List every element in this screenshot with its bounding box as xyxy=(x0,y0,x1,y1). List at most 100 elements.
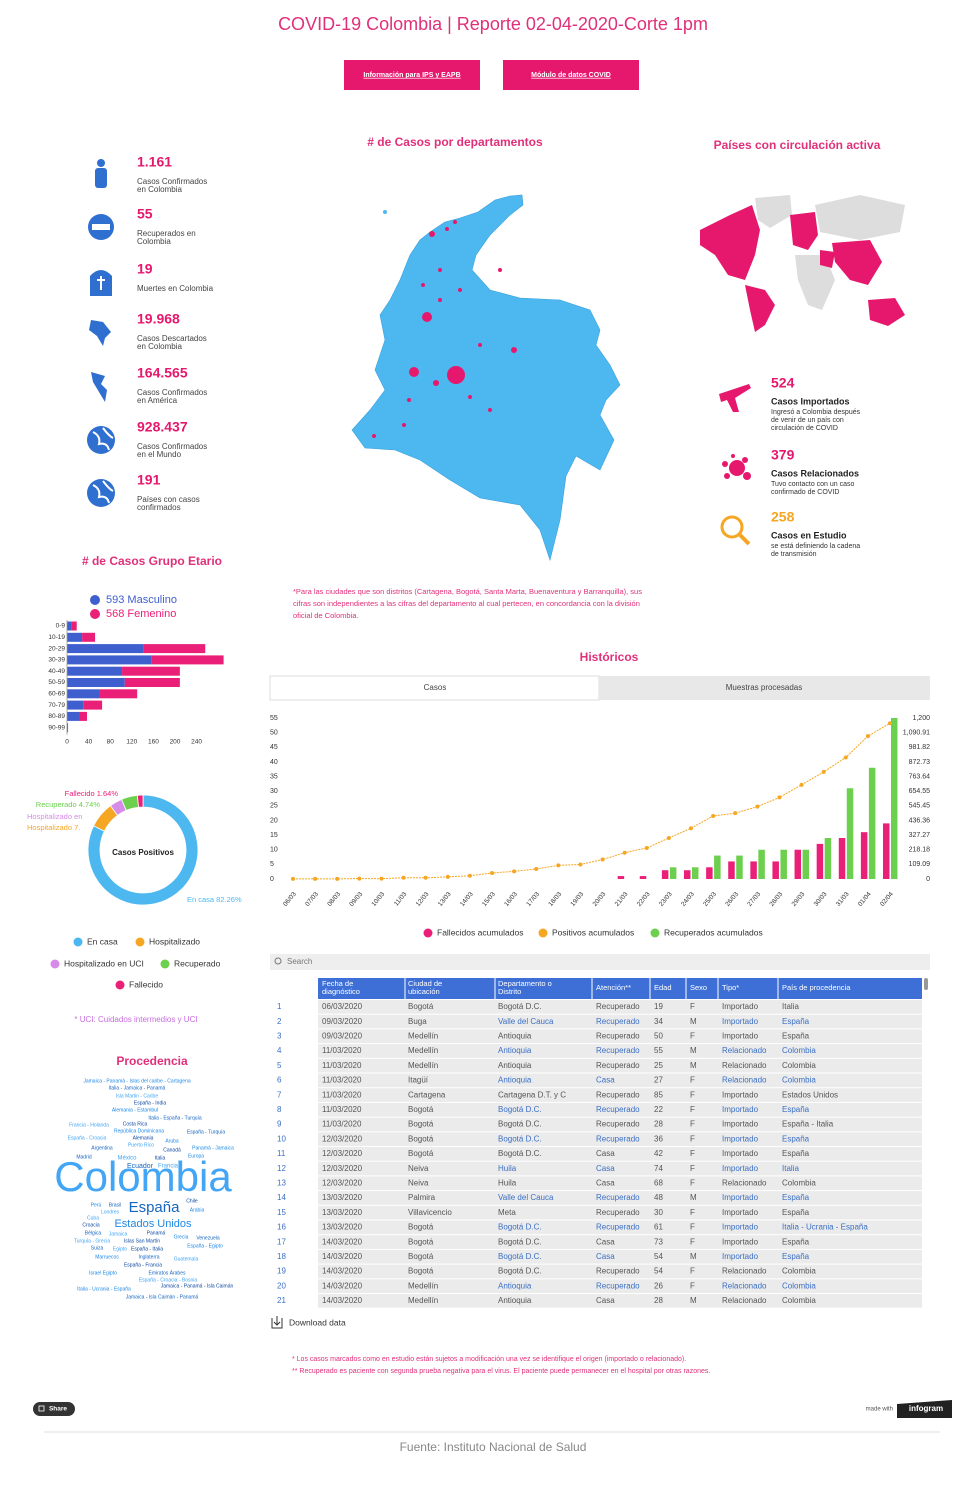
x-tick-label: 15/03 xyxy=(481,891,497,908)
word: Islas San Martín xyxy=(124,1238,160,1244)
table-cell: Bogotá D.C. xyxy=(498,1223,542,1232)
column-header: Fecha de xyxy=(322,979,353,988)
legend-swatch xyxy=(650,928,660,938)
bar xyxy=(758,849,765,879)
table-cell: España xyxy=(782,1149,810,1158)
data-label: Fallecido 1.64% xyxy=(65,789,119,798)
table-row xyxy=(318,1147,922,1161)
word: Aruba xyxy=(165,1138,179,1144)
row-number: 3 xyxy=(277,1032,282,1041)
tab[interactable] xyxy=(269,675,600,701)
table-cell: Casa xyxy=(596,1149,615,1158)
legend-label: 568 Femenino xyxy=(106,608,176,620)
table-cell: España xyxy=(782,1252,810,1261)
y-tick-label: 0-9 xyxy=(56,623,66,630)
line-point xyxy=(799,782,804,787)
table-row xyxy=(318,1132,922,1146)
bar xyxy=(67,666,123,676)
donut-segment xyxy=(87,794,199,906)
table-cell: Relacionado xyxy=(722,1179,767,1188)
word: Arabia xyxy=(190,1207,205,1213)
table-cell: 09/03/2020 xyxy=(322,1017,363,1026)
nav-button[interactable] xyxy=(344,60,480,90)
table-cell: F xyxy=(690,1134,695,1143)
stat-label: Casos Confirmados xyxy=(137,177,207,186)
table-row xyxy=(318,1205,922,1220)
table-cell: Antioquia xyxy=(498,1281,532,1290)
bar xyxy=(714,855,721,879)
world-region xyxy=(868,298,905,326)
x-tick-label: 20/03 xyxy=(592,891,608,908)
map-dot xyxy=(438,298,442,302)
y2-tick-label: 763.64 xyxy=(909,773,931,780)
bar xyxy=(617,876,625,879)
case-title: Casos en Estudio xyxy=(771,530,847,540)
word: Jamaica xyxy=(109,1231,128,1237)
table-row xyxy=(318,1294,922,1308)
table-cell: 12/03/2020 xyxy=(322,1179,363,1188)
map-dot xyxy=(429,231,435,237)
table-cell: F xyxy=(690,1208,695,1217)
x-tick-label: 01/04 xyxy=(857,891,873,908)
icon xyxy=(97,276,105,290)
bar xyxy=(67,700,84,710)
legend-swatch xyxy=(90,609,100,619)
bar xyxy=(639,876,647,879)
search-box[interactable] xyxy=(270,954,930,970)
word: Francia - Holanda xyxy=(69,1122,109,1128)
brand-badge[interactable] xyxy=(897,1400,952,1418)
x-tick-label: 26/03 xyxy=(724,891,740,908)
legend-label: Recuperado xyxy=(174,958,221,968)
word: Costa Rica xyxy=(123,1121,148,1127)
row-number: 2 xyxy=(277,1017,282,1026)
tab[interactable] xyxy=(599,676,930,700)
table-cell: Antioquia xyxy=(498,1061,532,1070)
table-row xyxy=(318,1073,922,1088)
word: Jamaica - Isla Caimán - Panamá xyxy=(126,1294,199,1300)
case-title: Casos Importados xyxy=(771,396,850,406)
source: Fuente: Instituto Nacional de Salud xyxy=(400,1440,587,1454)
table-row xyxy=(318,1014,922,1029)
row-number: 15 xyxy=(277,1208,286,1217)
share-icon xyxy=(38,1405,45,1412)
row-number: 8 xyxy=(277,1105,282,1114)
tab-label: Muestras procesadas xyxy=(726,683,802,692)
bar xyxy=(67,632,83,642)
row-number: 4 xyxy=(277,1046,282,1055)
icon xyxy=(92,224,110,230)
table-row xyxy=(318,1102,922,1117)
table-cell: F xyxy=(690,1267,695,1276)
case-title: Casos Relacionados xyxy=(771,468,859,478)
search-icon xyxy=(274,957,282,965)
table-cell: España - Italia xyxy=(782,1120,834,1129)
download-link[interactable]: Download data xyxy=(289,1317,346,1327)
table-cell: Recuperado xyxy=(596,1002,640,1011)
bar xyxy=(143,644,206,654)
bar xyxy=(67,689,100,699)
table-cell: Palmira xyxy=(408,1193,436,1202)
icon xyxy=(722,461,728,467)
stat-value: 191 xyxy=(137,472,161,488)
world-region xyxy=(815,195,905,240)
chart-title: Históricos xyxy=(580,650,639,664)
table-cell: Antioquia xyxy=(498,1076,532,1085)
case-value: 258 xyxy=(771,509,795,525)
nav-button[interactable] xyxy=(503,60,639,90)
icon xyxy=(87,426,115,454)
table-cell: 11/03/2020 xyxy=(322,1090,362,1099)
table-cell: Bogotá D.C. xyxy=(498,1267,542,1276)
icon xyxy=(731,454,735,458)
bar xyxy=(816,843,824,879)
table-cell: F xyxy=(690,1076,695,1085)
table-cell: Importado xyxy=(722,1120,759,1129)
table-cell: Recuperado xyxy=(596,1120,640,1129)
row-number: 11 xyxy=(277,1149,286,1158)
share-button[interactable] xyxy=(33,1402,75,1416)
y-tick-label: 50-59 xyxy=(48,679,65,686)
table-cell: M xyxy=(690,1046,697,1055)
table-cell: Bogotá D.C. xyxy=(498,1002,542,1011)
x-tick-label: 240 xyxy=(191,739,202,746)
word: Alemania - Estambul xyxy=(112,1107,158,1113)
table-cell: Importado xyxy=(722,1252,759,1261)
